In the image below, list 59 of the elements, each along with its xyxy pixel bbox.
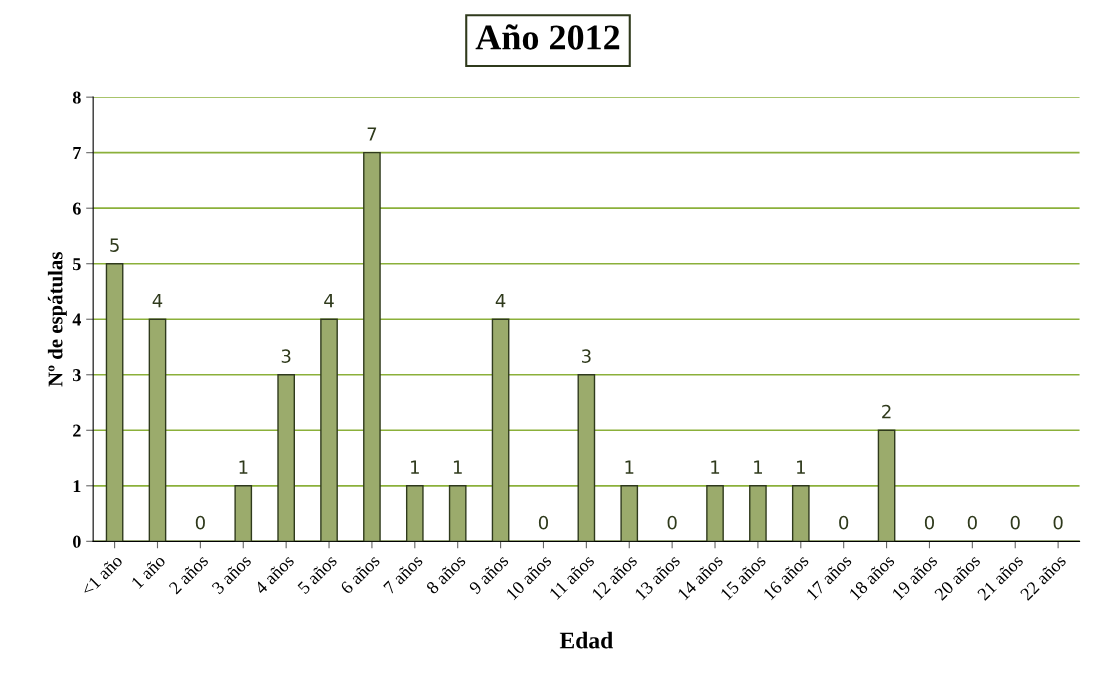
data-label: 0 bbox=[924, 515, 934, 530]
y-tick-label: 6 bbox=[72, 202, 81, 215]
y-tick-label: 4 bbox=[72, 313, 82, 326]
y-tick-label: 5 bbox=[73, 258, 81, 271]
data-label: 1 bbox=[711, 460, 720, 474]
data-label: 7 bbox=[367, 127, 377, 141]
data-label: 4 bbox=[495, 293, 506, 308]
data-label: 1 bbox=[625, 460, 634, 474]
bar bbox=[105, 263, 124, 542]
y-tick-label: 8 bbox=[72, 91, 81, 104]
x-tick-label: 5 años bbox=[297, 553, 338, 595]
data-label: 0 bbox=[839, 515, 849, 530]
bar bbox=[706, 485, 724, 542]
bar bbox=[148, 318, 167, 542]
x-axis-title: Edad bbox=[559, 631, 614, 649]
data-label: 4 bbox=[324, 293, 334, 308]
data-label: 1 bbox=[411, 460, 419, 474]
bar bbox=[363, 151, 381, 542]
data-label: 1 bbox=[453, 460, 462, 474]
data-label: 3 bbox=[281, 349, 291, 363]
x-tick-label: <1 año bbox=[80, 553, 124, 597]
data-label: 0 bbox=[538, 515, 549, 530]
data-label: 1 bbox=[754, 460, 762, 474]
data-label: 1 bbox=[239, 460, 248, 474]
data-label: 4 bbox=[152, 293, 163, 308]
data-label: 5 bbox=[110, 238, 119, 252]
bar bbox=[234, 485, 253, 542]
bar bbox=[749, 485, 767, 542]
x-tick-label: 1 año bbox=[130, 553, 166, 589]
bar bbox=[877, 429, 896, 542]
data-label: 3 bbox=[581, 349, 591, 363]
y-tick-label: 2 bbox=[73, 424, 81, 437]
data-label: 2 bbox=[882, 404, 891, 419]
bar bbox=[320, 318, 338, 542]
bar bbox=[448, 485, 467, 542]
data-label: 0 bbox=[1053, 515, 1063, 530]
bar bbox=[791, 485, 810, 542]
data-label: 0 bbox=[967, 515, 977, 530]
chart-title: Año 2012 bbox=[475, 24, 620, 50]
data-label: 0 bbox=[195, 515, 205, 530]
y-axis-title: Nº de espátulas bbox=[47, 252, 67, 387]
data-label: 0 bbox=[1010, 515, 1020, 530]
bar bbox=[405, 485, 424, 542]
x-tick-label: 4 años bbox=[253, 553, 295, 595]
x-tick-label: 7 años bbox=[382, 553, 424, 595]
x-tick-label: 8 años bbox=[425, 553, 467, 595]
bar bbox=[577, 374, 596, 542]
x-tick-label: 2 años bbox=[168, 553, 209, 595]
bar bbox=[620, 485, 639, 542]
y-tick-label: 3 bbox=[73, 369, 81, 382]
data-label: 1 bbox=[797, 460, 805, 474]
x-tick-label: 3 años bbox=[211, 553, 252, 595]
data-label: 0 bbox=[667, 515, 677, 530]
y-tick-label: 7 bbox=[73, 147, 81, 159]
y-tick-label: 0 bbox=[73, 535, 81, 548]
y-tick-label: 1 bbox=[73, 480, 81, 493]
x-tick-label: 6 años bbox=[339, 553, 381, 595]
bar bbox=[491, 318, 510, 542]
bar bbox=[277, 374, 295, 542]
